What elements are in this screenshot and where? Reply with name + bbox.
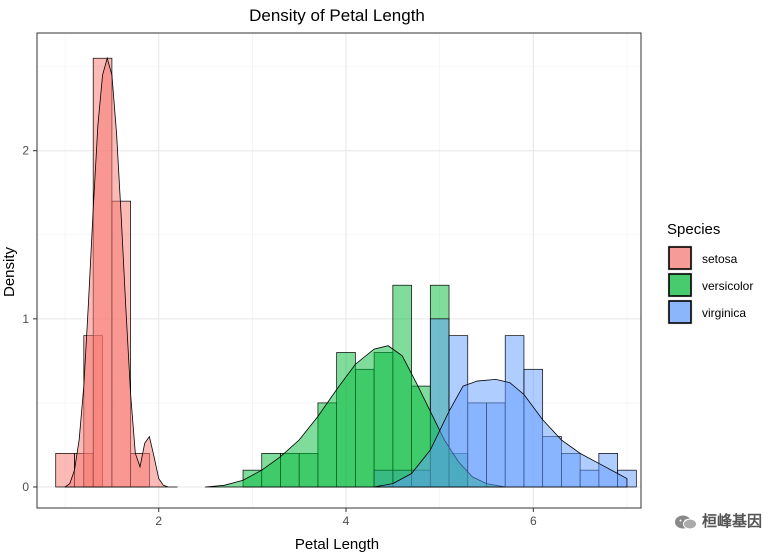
- density-curve-virginica: [373, 378, 628, 488]
- density-curve-setosa: [64, 56, 178, 488]
- y-tick-label: 2: [22, 144, 29, 158]
- watermark: 桓峰基因: [674, 510, 762, 531]
- legend-label-virginica: virginica: [702, 306, 746, 320]
- legend-label-versicolor: versicolor: [702, 279, 753, 293]
- legend-label-setosa: setosa: [702, 252, 738, 266]
- chart-title: Density of Petal Length: [249, 6, 425, 25]
- panel-border: [36, 32, 642, 509]
- y-axis: 0 1 2: [22, 144, 37, 494]
- wechat-icon: [674, 514, 698, 530]
- legend-swatch-setosa: [668, 246, 692, 270]
- x-axis: 2 4 6: [155, 508, 537, 528]
- x-tick-label: 2: [155, 514, 162, 528]
- legend-swatch-versicolor: [668, 273, 692, 297]
- legend-title: Species: [667, 221, 720, 238]
- plot-panel: [36, 32, 642, 509]
- x-axis-label: Petal Length: [295, 536, 379, 553]
- legend-swatch-virginica: [668, 300, 692, 324]
- x-tick-label: 6: [530, 514, 537, 528]
- legend: Species setosa versicolor virginica: [667, 221, 753, 325]
- x-tick-label: 4: [343, 514, 350, 528]
- y-tick-label: 0: [22, 480, 29, 494]
- watermark-text: 桓峰基因: [701, 512, 762, 530]
- y-axis-label: Density: [1, 246, 18, 297]
- y-tick-label: 1: [22, 312, 29, 326]
